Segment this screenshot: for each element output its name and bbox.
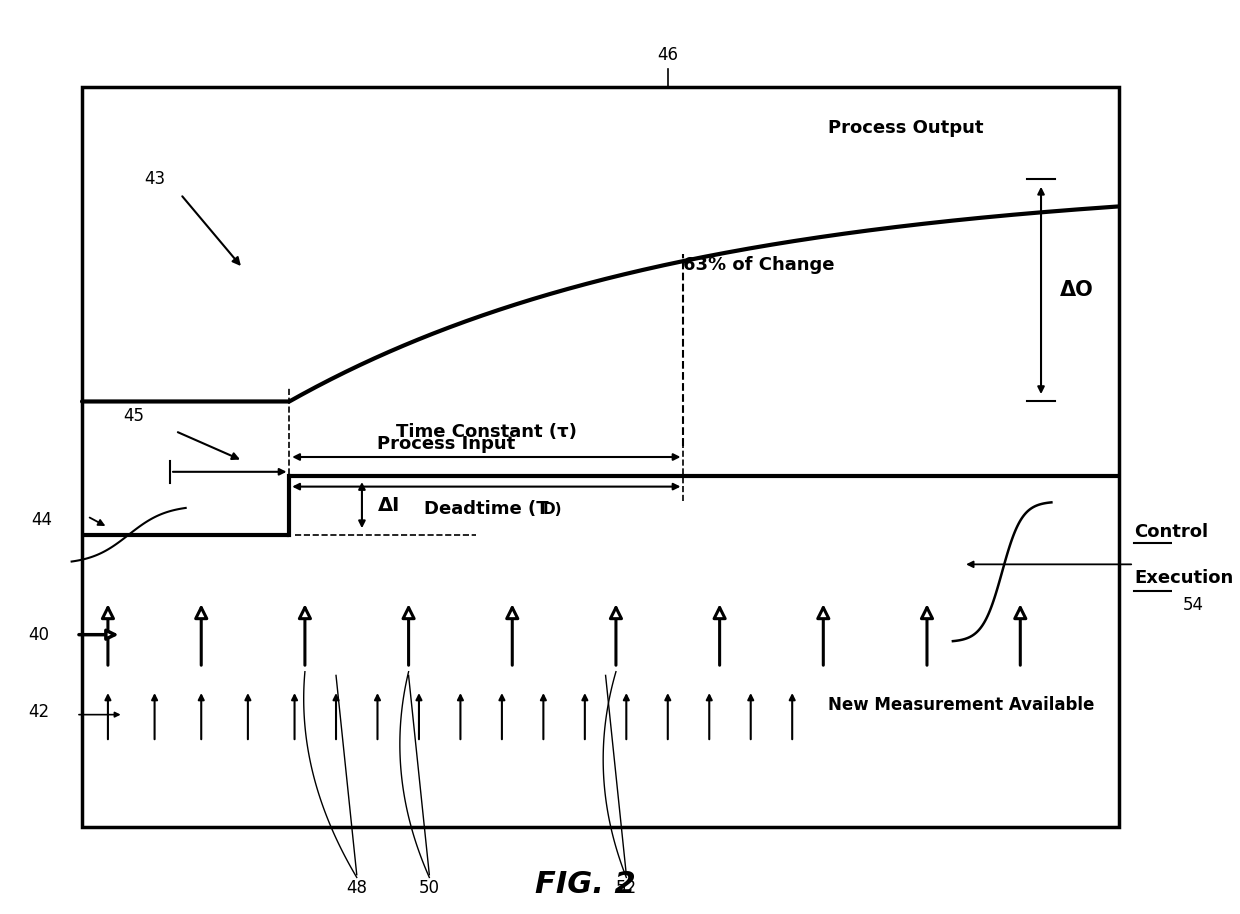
Text: Process Output: Process Output [828, 119, 985, 136]
Text: 48: 48 [346, 879, 367, 898]
Text: ΔI: ΔI [378, 495, 401, 515]
Text: FIG. 2: FIG. 2 [536, 870, 636, 899]
Text: Time Constant (τ): Time Constant (τ) [396, 422, 577, 441]
Text: Process Input: Process Input [377, 435, 516, 453]
Text: D): D) [543, 502, 562, 517]
Text: Execution: Execution [1135, 569, 1234, 587]
Text: New Measurement Available: New Measurement Available [828, 696, 1095, 714]
Text: 52: 52 [616, 879, 637, 898]
Text: 46: 46 [657, 46, 678, 64]
Text: 40: 40 [29, 626, 50, 643]
Text: 44: 44 [32, 511, 53, 529]
Text: 42: 42 [29, 704, 50, 721]
Text: 45: 45 [124, 408, 145, 425]
Text: 63% of Change: 63% of Change [683, 256, 835, 273]
Bar [82, 87, 1118, 827]
Text: Deadtime (T: Deadtime (T [424, 500, 548, 518]
Text: ΔO: ΔO [1060, 281, 1094, 301]
Text: 54: 54 [1183, 596, 1204, 614]
Text: Control: Control [1135, 524, 1208, 541]
Text: 43: 43 [144, 170, 165, 188]
Text: 50: 50 [419, 879, 440, 898]
